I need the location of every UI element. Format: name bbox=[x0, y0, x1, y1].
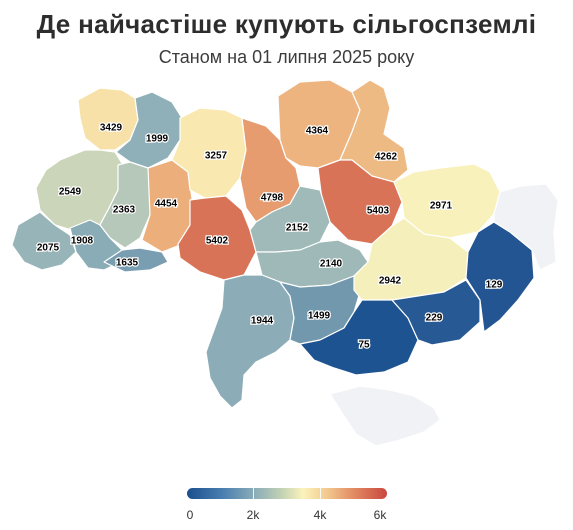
region-value-label-vinnytsia: 5402 bbox=[206, 236, 229, 247]
region-value-label-volyn: 3429 bbox=[100, 123, 123, 134]
region-value-label-ivano-frankivsk: 1908 bbox=[71, 236, 94, 247]
legend-tick bbox=[320, 488, 321, 499]
region-value-label-odesa: 1944 bbox=[251, 316, 274, 327]
region-chernivtsi bbox=[103, 247, 169, 273]
region-donetsk bbox=[465, 221, 535, 333]
region-cherkasy bbox=[249, 185, 331, 253]
region-value-label-zhytomyr: 3257 bbox=[205, 151, 228, 162]
region-value-label-kyiv: 4798 bbox=[261, 193, 284, 204]
region-value-label-kharkiv: 2971 bbox=[430, 201, 453, 212]
region-crimea bbox=[329, 385, 441, 447]
region-value-label-rivne: 1999 bbox=[146, 134, 169, 145]
region-value-label-mykolaiv: 1499 bbox=[308, 311, 331, 322]
region-value-label-kherson: 75 bbox=[358, 340, 370, 351]
region-sumy bbox=[339, 79, 409, 183]
region-value-label-donetsk: 129 bbox=[486, 280, 503, 291]
region-value-label-chernihiv: 4364 bbox=[306, 126, 329, 137]
legend-color-bar bbox=[187, 488, 387, 499]
region-zaporizhzhia bbox=[391, 279, 481, 346]
region-value-label-zakarpattia: 2075 bbox=[37, 243, 60, 254]
region-rivne bbox=[115, 91, 183, 169]
region-value-label-zaporizhzhia: 229 bbox=[426, 313, 443, 324]
region-value-label-chernivtsi: 1635 bbox=[116, 258, 139, 269]
region-value-label-cherkasy: 2152 bbox=[286, 223, 309, 234]
region-ternopil bbox=[99, 161, 153, 249]
region-value-label-ternopil: 2363 bbox=[113, 205, 136, 216]
legend-label-4k: 4k bbox=[313, 508, 327, 522]
legend-label-2k: 2k bbox=[246, 508, 260, 522]
region-luhansk bbox=[493, 183, 559, 271]
region-value-label-poltava: 5403 bbox=[367, 206, 390, 217]
region-value-label-dnipropetrovsk: 2942 bbox=[379, 276, 402, 287]
legend-label-6k: 6k bbox=[373, 508, 387, 522]
region-value-label-khmelnytskyi: 4454 bbox=[155, 199, 178, 210]
map-subtitle: Станом на 01 липня 2025 року bbox=[158, 47, 415, 67]
legend-tick bbox=[253, 488, 254, 499]
region-value-label-kirovohrad: 2140 bbox=[320, 259, 343, 270]
legend-label-0: 0 bbox=[186, 508, 194, 522]
region-value-label-sumy: 4262 bbox=[375, 152, 398, 163]
region-value-label-lviv: 2549 bbox=[59, 187, 82, 198]
region-odesa bbox=[205, 274, 295, 409]
map-title: Де найчастіше купують сільгоспземлі bbox=[36, 9, 537, 39]
region-zakarpattia bbox=[11, 211, 77, 271]
